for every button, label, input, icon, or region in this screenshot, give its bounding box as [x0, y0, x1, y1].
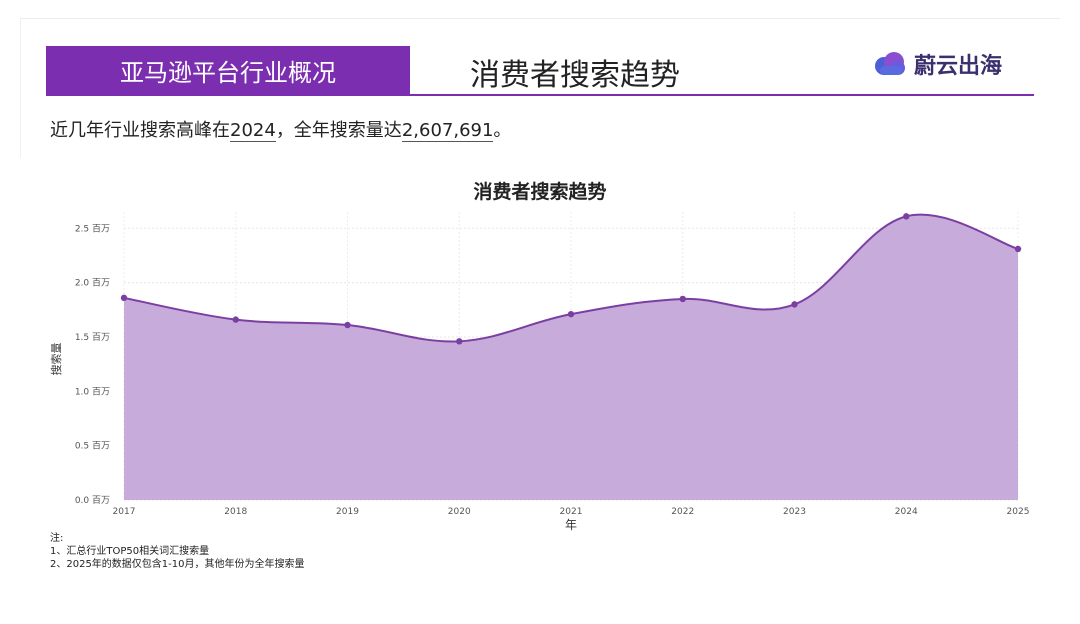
left-border — [20, 18, 21, 158]
data-point-2025 — [1014, 245, 1022, 253]
x-tick-label: 2022 — [671, 507, 694, 517]
note-item-2: 2、2025年的数据仅包含1-10月，其他年份为全年搜索量 — [50, 559, 305, 570]
y-axis-ticks: 0.0 百万 0.5 百万 1.0 百万 1.5 百万 2.0 百万 2.5 百万 — [75, 223, 110, 506]
top-border — [20, 18, 1060, 19]
x-tick-label: 2017 — [113, 507, 136, 517]
x-tick-label: 2023 — [783, 507, 806, 517]
x-tick-label: 2025 — [1007, 507, 1030, 517]
data-point-2019 — [344, 321, 351, 329]
summary-text: 近几年行业搜索高峰在2024，全年搜索量达2,607,691。 — [50, 116, 511, 142]
page-title: 消费者搜索趋势 — [470, 58, 680, 93]
area-series — [123, 213, 1019, 501]
y-tick-label: 2.0 百万 — [75, 278, 110, 289]
x-tick-label: 2021 — [560, 507, 583, 517]
notes-heading: 注: — [50, 533, 64, 544]
x-tick-label: 2024 — [895, 507, 918, 517]
data-point-2020 — [456, 338, 463, 345]
summary-suffix: 。 — [493, 120, 512, 141]
x-tick-label: 2020 — [448, 507, 471, 517]
summary-peak-value: 2,607,691 — [401, 120, 494, 142]
series-area — [124, 214, 1018, 501]
data-points — [120, 213, 1022, 345]
x-tick-label: 2019 — [336, 507, 359, 517]
data-point-2017 — [120, 294, 128, 302]
series-line — [123, 213, 1019, 343]
y-tick-label: 1.0 百万 — [75, 386, 110, 397]
y-tick-label: 0.0 百万 — [75, 495, 110, 506]
section-label: 亚马逊平台行业概况 — [46, 46, 410, 95]
data-point-2023 — [791, 301, 798, 308]
y-axis-label: 搜索量 — [49, 343, 63, 376]
chart-title: 消费者搜索趋势 — [473, 180, 606, 203]
header-rule — [46, 94, 1034, 96]
x-axis-ticks: 2017 2018 2019 2020 2021 2022 2023 2024 2025 — [113, 507, 1030, 517]
data-point-2024 — [903, 213, 910, 220]
x-tick-label: 2018 — [224, 507, 247, 517]
data-point-2018 — [232, 316, 239, 323]
y-tick-label: 1.5 百万 — [75, 332, 110, 343]
data-point-2022 — [679, 295, 686, 303]
notes: 注: 1、汇总行业TOP50相关词汇搜索量 2、2025年的数据仅包含1-10月… — [50, 532, 305, 571]
summary-prefix: 近几年行业搜索高峰在 — [50, 120, 230, 141]
x-axis-label: 年 — [565, 518, 577, 532]
summary-middle: ，全年搜索量达 — [275, 120, 402, 141]
y-tick-label: 0.5 百万 — [75, 441, 110, 452]
y-tick-label: 2.5 百万 — [75, 223, 110, 234]
data-point-2021 — [567, 310, 575, 318]
brand-name: 蔚云出海 — [914, 54, 1003, 79]
note-item-1: 1、汇总行业TOP50相关词汇搜索量 — [50, 546, 210, 557]
brand-logo: 蔚云出海 — [872, 48, 1002, 80]
search-trend-chart: 消费者搜索趋势 0.0 百万 0.5 百万 1.0 百万 1.5 百万 2.0 百万 2.… — [49, 180, 1030, 532]
cloud-icon — [875, 52, 905, 75]
summary-peak-year: 2024 — [230, 120, 276, 142]
